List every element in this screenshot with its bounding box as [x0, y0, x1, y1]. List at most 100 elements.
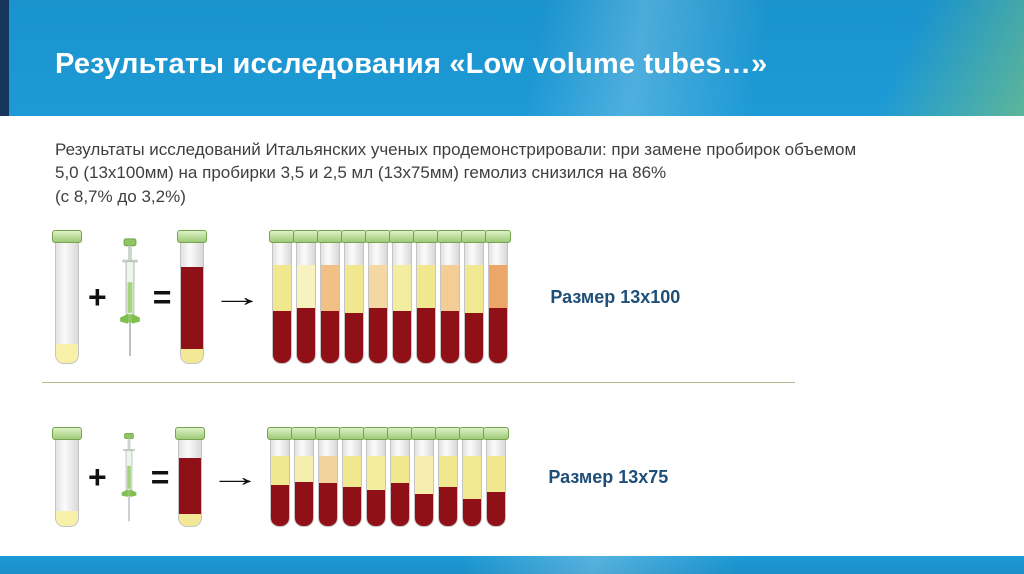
body-line-2: 5,0 (13х100мм) на пробирки 3,5 и 2,5 мл … — [55, 163, 667, 183]
fill-layer — [489, 308, 508, 364]
test-tube — [363, 427, 390, 528]
fill-layer — [273, 310, 292, 364]
test-tube — [389, 230, 416, 365]
fill-layer — [321, 264, 340, 311]
test-tube — [413, 230, 440, 365]
bottom-bar — [0, 556, 1024, 574]
fill-layer — [179, 514, 202, 527]
equals-icon: = — [152, 279, 172, 316]
tube-glass — [366, 440, 387, 528]
composition-13x75: + = → — [52, 427, 510, 528]
size-label-13x100: Размер 13х100 — [550, 286, 681, 307]
result-tubes-group-13x100 — [269, 230, 512, 365]
tube-glass — [55, 243, 79, 365]
tube-cap-icon — [435, 427, 462, 441]
fill-layer — [56, 510, 78, 527]
fill-layer — [297, 308, 316, 364]
tube-cap-icon — [315, 427, 342, 441]
fill-layer — [319, 483, 338, 527]
fill-layer — [56, 344, 78, 364]
left-accent-strip — [0, 0, 9, 116]
test-tube — [267, 427, 294, 528]
tube-row-13x100: + = → Размер 13х100 — [52, 226, 1024, 368]
tube-glass — [416, 243, 437, 365]
test-tube — [461, 230, 488, 365]
test-tube — [459, 427, 486, 528]
tube-glass — [438, 440, 459, 528]
empty-tube-slot — [52, 230, 82, 365]
test-tube — [291, 427, 318, 528]
tube-glass — [342, 440, 363, 528]
tube-cap-icon — [267, 427, 294, 441]
tube-glass — [390, 440, 411, 528]
fill-layer — [417, 264, 436, 309]
tube-glass — [296, 243, 317, 365]
tube-cap-icon — [317, 230, 344, 244]
test-tube — [315, 427, 342, 528]
fill-layer — [271, 455, 290, 486]
fill-layer — [295, 455, 314, 482]
tube-cap-icon — [339, 427, 366, 441]
test-tube — [437, 230, 464, 365]
tube-glass — [272, 243, 293, 365]
fill-layer — [297, 264, 316, 309]
fill-layer — [439, 486, 458, 527]
test-tube — [177, 230, 208, 365]
tube-cap-icon — [389, 230, 416, 244]
tube-cap-icon — [387, 427, 414, 441]
tube-cap-icon — [485, 230, 512, 244]
test-tube — [483, 427, 510, 528]
syringe-icon — [121, 433, 137, 522]
test-tube — [317, 230, 344, 365]
tube-glass — [464, 243, 485, 365]
divider-line — [42, 382, 795, 384]
test-tube — [387, 427, 414, 528]
test-tube — [341, 230, 368, 365]
test-tube — [293, 230, 320, 365]
fill-layer — [393, 310, 412, 364]
fill-layer — [367, 490, 386, 527]
tube-glass — [270, 440, 291, 528]
fill-layer — [367, 455, 386, 491]
fill-layer — [487, 455, 506, 492]
blood-tube-slot — [175, 427, 206, 528]
fill-layer — [343, 486, 362, 527]
slide-title: Результаты исследования «Low volume tube… — [55, 47, 768, 80]
tube-glass — [392, 243, 413, 365]
fill-layer — [463, 498, 482, 527]
tube-glass — [440, 243, 461, 365]
test-tube — [52, 427, 82, 528]
tube-cap-icon — [269, 230, 296, 244]
empty-tube-slot — [52, 427, 82, 528]
blood-tube-slot — [177, 230, 208, 365]
fill-layer — [343, 455, 362, 487]
fill-layer — [465, 264, 484, 313]
header-bar — [0, 0, 1024, 116]
tube-glass — [414, 440, 435, 528]
fill-layer — [465, 312, 484, 364]
tube-cap-icon — [461, 230, 488, 244]
tube-glass — [320, 243, 341, 365]
fill-layer — [319, 455, 338, 484]
tube-cap-icon — [365, 230, 392, 244]
tube-cap-icon — [175, 427, 206, 441]
body-line-3: (с 8,7% до 3,2%) — [55, 186, 186, 206]
arrow-icon: → — [210, 281, 264, 313]
tube-cap-icon — [413, 230, 440, 244]
fill-layer — [441, 264, 460, 311]
tube-glass — [294, 440, 315, 528]
composition-13x100: + = → — [52, 230, 512, 365]
tube-glass — [462, 440, 483, 528]
fill-layer — [391, 483, 410, 527]
test-tube — [435, 427, 462, 528]
fill-layer — [181, 348, 204, 364]
tube-glass — [178, 440, 203, 528]
fill-layer — [415, 455, 434, 494]
tube-cap-icon — [483, 427, 510, 441]
fill-layer — [441, 310, 460, 364]
tube-glass — [486, 440, 507, 528]
fill-layer — [463, 455, 482, 499]
test-tube — [52, 230, 82, 365]
arrow-icon: → — [208, 461, 262, 493]
fill-layer — [179, 457, 202, 515]
